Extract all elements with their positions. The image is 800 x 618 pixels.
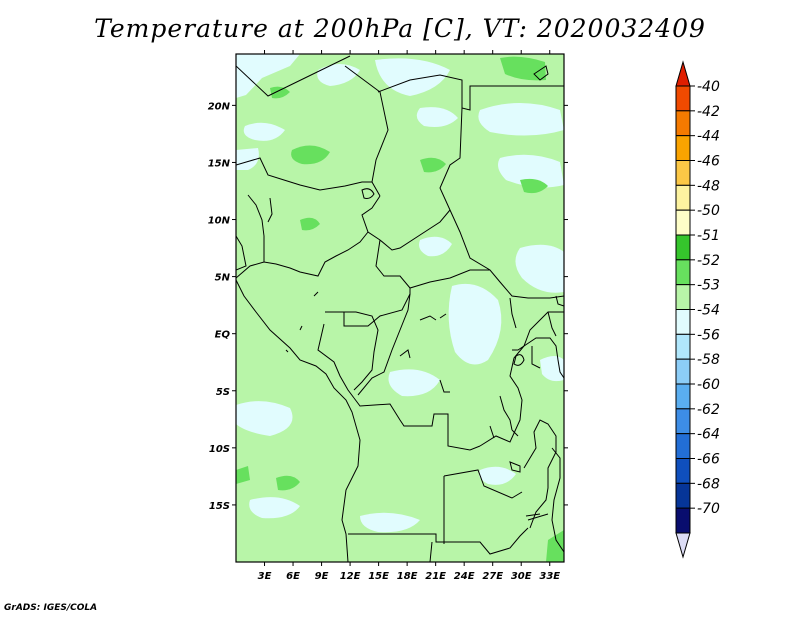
lon-tick-label: 12E [340,571,361,582]
contour-patches-light [236,54,564,533]
lat-tick-label: 10N [208,216,231,227]
colorbar-label: -56 [697,327,720,343]
axis-ticks [232,50,568,566]
colorbar-label: -64 [697,427,720,443]
colorbar: -40 -42 -44 -46 -48 -50 -51 -52 -53 -54 -56 -58 -60 -… [675,60,720,559]
colorbar-label: -52 [697,253,720,269]
colorbar-swatch [675,383,691,410]
country-boundaries [236,55,564,562]
lon-tick-label: 30E [511,571,532,582]
colorbar-swatch [675,284,691,310]
colorbar-label: -48 [697,178,720,194]
colorbar-swatch [675,209,691,236]
lat-tick-label: EQ [215,330,231,341]
colorbar-label: -51 [697,228,720,244]
colorbar-label: -54 [697,303,720,319]
lon-tick-label: 15E [368,571,389,582]
grads-credit: GrADS: IGES/COLA [4,603,98,613]
map-frame [235,53,565,563]
colorbar-swatch [675,234,691,261]
colorbar-swatch [675,507,691,534]
lon-tick-label: 27E [482,571,503,582]
colorbar-swatch [675,160,691,186]
colorbar-swatch [675,358,691,385]
lon-tick-label: 3E [258,571,272,582]
colorbar-top-arrow [675,60,691,87]
colorbar-bottom-arrow [675,532,691,559]
lon-tick-label: 9E [315,571,329,582]
lat-tick-label: 5N [215,273,231,284]
lon-tick-label: 33E [539,571,560,582]
lat-tick-label: 5S [216,387,230,398]
colorbar-swatch [675,110,691,137]
lon-tick-label: 24E [454,571,475,582]
colorbar-label: -70 [697,501,720,517]
colorbar-label: -60 [697,377,720,393]
colorbar-label: -58 [697,352,720,368]
lat-tick-label: 10S [209,444,230,455]
colorbar-swatch [675,333,691,360]
lon-tick-label: 21E [425,571,446,582]
colorbar-swatch [675,184,691,211]
colorbar-label: -53 [697,278,720,294]
colorbar-swatch [675,85,691,112]
colorbar-label: -42 [697,104,720,120]
axis-labels: 3E 6E 9E 12E 15E 18E 21E 24E 27E 30E 33E 20N 15N 10N 5… [208,101,561,582]
colorbar-label: -46 [697,154,720,170]
chart-title: Temperature at 200hPa [C], VT: 202003240… [94,14,706,43]
contour-patches-dark [236,56,564,562]
lon-tick-label: 18E [397,571,418,582]
colorbar-label: -62 [697,402,720,418]
colorbar-swatch [675,433,691,459]
colorbar-label: -66 [697,452,720,468]
colorbar-swatch [675,482,691,509]
colorbar-label: -40 [697,79,720,95]
colorbar-swatch [675,458,691,484]
colorbar-label: -50 [697,203,720,219]
colorbar-swatch [675,408,691,435]
colorbar-label: -44 [697,129,720,145]
lat-tick-label: 15S [209,501,230,512]
colorbar-swatch [675,309,691,335]
colorbar-label: -68 [697,476,720,492]
colorbar-swatch [675,135,691,162]
map-panel [236,54,564,562]
colorbar-swatch [675,259,691,286]
lat-tick-label: 15N [208,158,231,169]
lat-tick-label: 20N [208,101,231,112]
lon-tick-label: 6E [286,571,300,582]
